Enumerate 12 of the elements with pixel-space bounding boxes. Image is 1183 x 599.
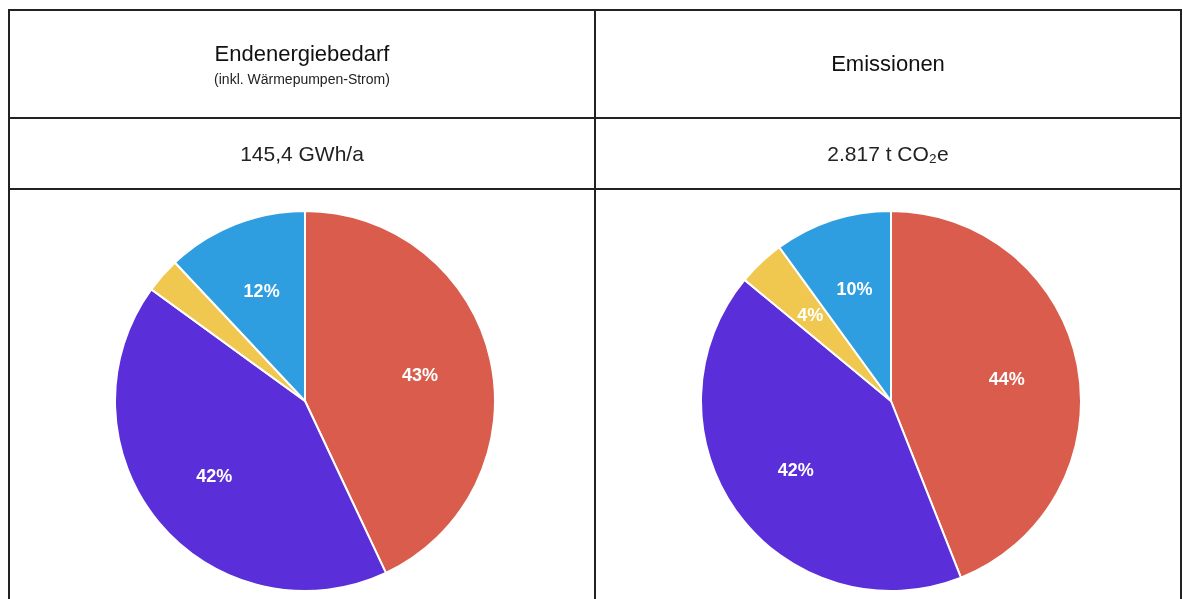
- data-label: 42%: [196, 466, 233, 487]
- data-label: 12%: [243, 281, 280, 302]
- data-label: 43%: [401, 365, 438, 386]
- text: 145,4 GWh/a: [10, 119, 594, 190]
- text: 2.817 t CO₂e: [596, 119, 1180, 190]
- chart-title: Endenergiebedarf: [214, 41, 390, 67]
- data-label: 4%: [797, 305, 824, 326]
- data-label: 44%: [988, 368, 1025, 389]
- data-label: 42%: [777, 460, 814, 481]
- chart-title: Emissionen: [831, 51, 945, 77]
- chart-subtitle: (inkl. Wärmepumpen-Strom): [214, 71, 390, 87]
- data-label: 10%: [836, 278, 873, 299]
